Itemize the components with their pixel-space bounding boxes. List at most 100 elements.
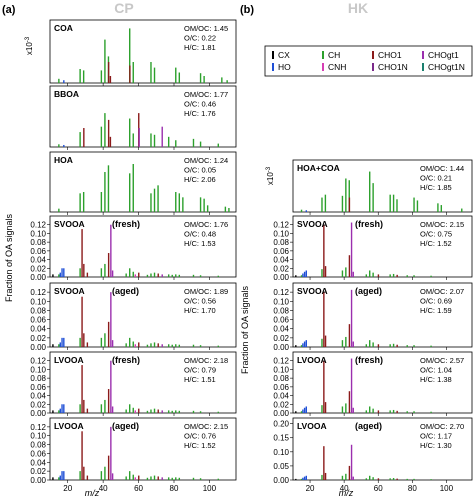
y-tick-label: 0.15 xyxy=(273,434,289,443)
y-tick-label: 0.12 xyxy=(30,423,46,432)
panel-frame xyxy=(49,85,237,148)
bar-mz15-ch xyxy=(58,344,60,347)
panel-frame xyxy=(49,282,237,348)
y-axis-label-right: Fraction of OA signals xyxy=(240,285,250,374)
x-tick-label: 100 xyxy=(203,484,217,493)
bar-mz41-ch xyxy=(104,333,106,347)
bar-mz44-chogt1 xyxy=(110,292,112,347)
legend-label: CH xyxy=(328,50,340,60)
bar-mz85-ch xyxy=(182,197,184,212)
panel-hk-svooa-fresh: 0.120.100.080.060.040.020.00 SVOOA (fresh)… xyxy=(273,215,473,282)
bar-mz28-cho1 xyxy=(81,365,83,413)
y-tick-label: 0.12 xyxy=(273,357,289,366)
y-tick-label: 0.04 xyxy=(30,392,46,401)
bar-mz16-ho xyxy=(59,272,61,277)
bar-mz18-ho xyxy=(63,144,65,147)
panel-frame xyxy=(49,351,237,414)
panel-cp-lvooa-fresh: 0.120.100.080.060.040.020.00 LVOOA (fresh)… xyxy=(30,351,237,418)
factor-name: COA xyxy=(54,23,73,33)
bar-mz41-ch xyxy=(104,263,106,277)
y-tick-label: 0.10 xyxy=(273,448,289,457)
bar-mz39-ch xyxy=(341,406,344,413)
y-tick-label: 0.06 xyxy=(30,449,46,458)
ratio-text: H/C: 1.70 xyxy=(184,306,216,315)
bar-mz69-ch xyxy=(392,409,395,413)
panel-cp-hoa: HOA OM/OC: 1.24O/C: 0.05H/C: 2.06 xyxy=(49,151,237,215)
bar-mz60-cho1 xyxy=(138,272,140,277)
ratio-text: O/C: 0.79 xyxy=(184,366,216,375)
y-tick-label: 0.10 xyxy=(273,229,289,238)
bar-mz79-ch xyxy=(171,344,173,347)
bar-mz15-ch xyxy=(58,208,60,212)
legend-label: HO xyxy=(278,62,291,72)
panel-cp-svooa-fresh: 0.120.100.080.060.040.020.00 SVOOA (fresh)… xyxy=(30,215,237,282)
bar-mz81-ch xyxy=(413,275,415,277)
bar-mz83-ch xyxy=(178,410,181,413)
legend-swatch xyxy=(272,51,274,59)
bar-mz77-ch xyxy=(406,411,408,413)
bar-mz16-ho xyxy=(302,477,304,480)
bar-mz65-ch xyxy=(146,410,149,413)
y-tick-label: 0.08 xyxy=(273,306,289,315)
bar-mz105-ch xyxy=(217,345,219,347)
bar-mz39-ch xyxy=(341,340,344,347)
bar-mz58-cnh xyxy=(134,274,136,277)
bar-mz81-ch xyxy=(175,192,177,212)
bar-mz15-ch xyxy=(58,410,60,413)
ratio-text: O/C: 1.17 xyxy=(420,432,452,441)
panel-frame xyxy=(292,351,473,414)
bar-mz55-ch xyxy=(129,471,131,480)
bar-mz55-ch xyxy=(369,270,371,277)
bar-mz27-ch xyxy=(321,197,323,212)
bar-mz15-ch xyxy=(58,78,60,83)
bar-mz77-ch xyxy=(406,275,408,277)
x-tick-label: 100 xyxy=(440,484,454,493)
y-tick-label: 0.08 xyxy=(30,306,46,315)
y-tick-label: 0.08 xyxy=(273,238,289,247)
bar-mz79-ch xyxy=(171,410,173,413)
bar-mz81-ch xyxy=(413,345,415,347)
y-tick-label: 0.00 xyxy=(30,273,46,282)
bar-mz81-ch xyxy=(175,477,177,480)
bar-mz18-ho xyxy=(305,340,307,347)
bar-mz53-ch xyxy=(365,410,368,413)
bar-mz95-ch xyxy=(199,141,202,147)
bar-mz29-ch xyxy=(82,192,85,212)
bar-mz73-chogt1 xyxy=(161,274,163,277)
bar-mz60-chogt1 xyxy=(138,128,140,147)
bar-mz95-ch xyxy=(199,73,202,83)
bar-mz44-cho1 xyxy=(109,136,112,147)
bar-mz57-ch xyxy=(132,62,134,83)
factor-note: (aged) xyxy=(112,286,139,296)
y-tick-label: 0.02 xyxy=(30,264,46,273)
bar-mz44-chogt1 xyxy=(350,444,353,480)
factor-note: (fresh) xyxy=(355,219,383,229)
y-tick-label: 0.10 xyxy=(30,297,46,306)
bar-mz67-ch xyxy=(389,344,391,347)
y-tick-label: 0.04 xyxy=(273,256,289,265)
bar-mz69-ch xyxy=(153,408,156,413)
bar-mz44-chogt1 xyxy=(110,360,112,413)
y-tick-label: 0.04 xyxy=(30,325,46,334)
bar-mz105-ch xyxy=(217,478,219,480)
bar-mz65-ch xyxy=(146,344,149,347)
bar-mz111-ch xyxy=(228,208,230,212)
bar-mz27-ch xyxy=(79,404,81,413)
panel-cp-lvooa-aged: 0.120.100.080.060.040.020.00 LVOOA (aged) O… xyxy=(30,417,237,493)
bar-mz28-cho1 xyxy=(323,224,325,277)
bar-mz95-ch xyxy=(199,411,202,413)
y-tick-label: 0.04 xyxy=(30,256,46,265)
bar-mz41-ch xyxy=(104,113,106,147)
bar-mz41-ch xyxy=(345,403,347,413)
bar-mz15-ch xyxy=(300,209,303,212)
bar-mz91-ch xyxy=(192,274,195,277)
bar-mz29-cho1 xyxy=(324,402,327,413)
y-tick-label: 0.04 xyxy=(30,458,46,467)
ratio-text: OM/OC: 1.24 xyxy=(184,156,228,165)
y-tick-label: 0.10 xyxy=(273,365,289,374)
scale-left: x10-3 xyxy=(25,36,34,55)
factor-name: SVOOA xyxy=(54,219,85,229)
bar-mz41-ch xyxy=(104,399,106,413)
y-tick-label: 0.12 xyxy=(273,221,289,230)
x-axis-label-left: m/z xyxy=(85,488,100,498)
